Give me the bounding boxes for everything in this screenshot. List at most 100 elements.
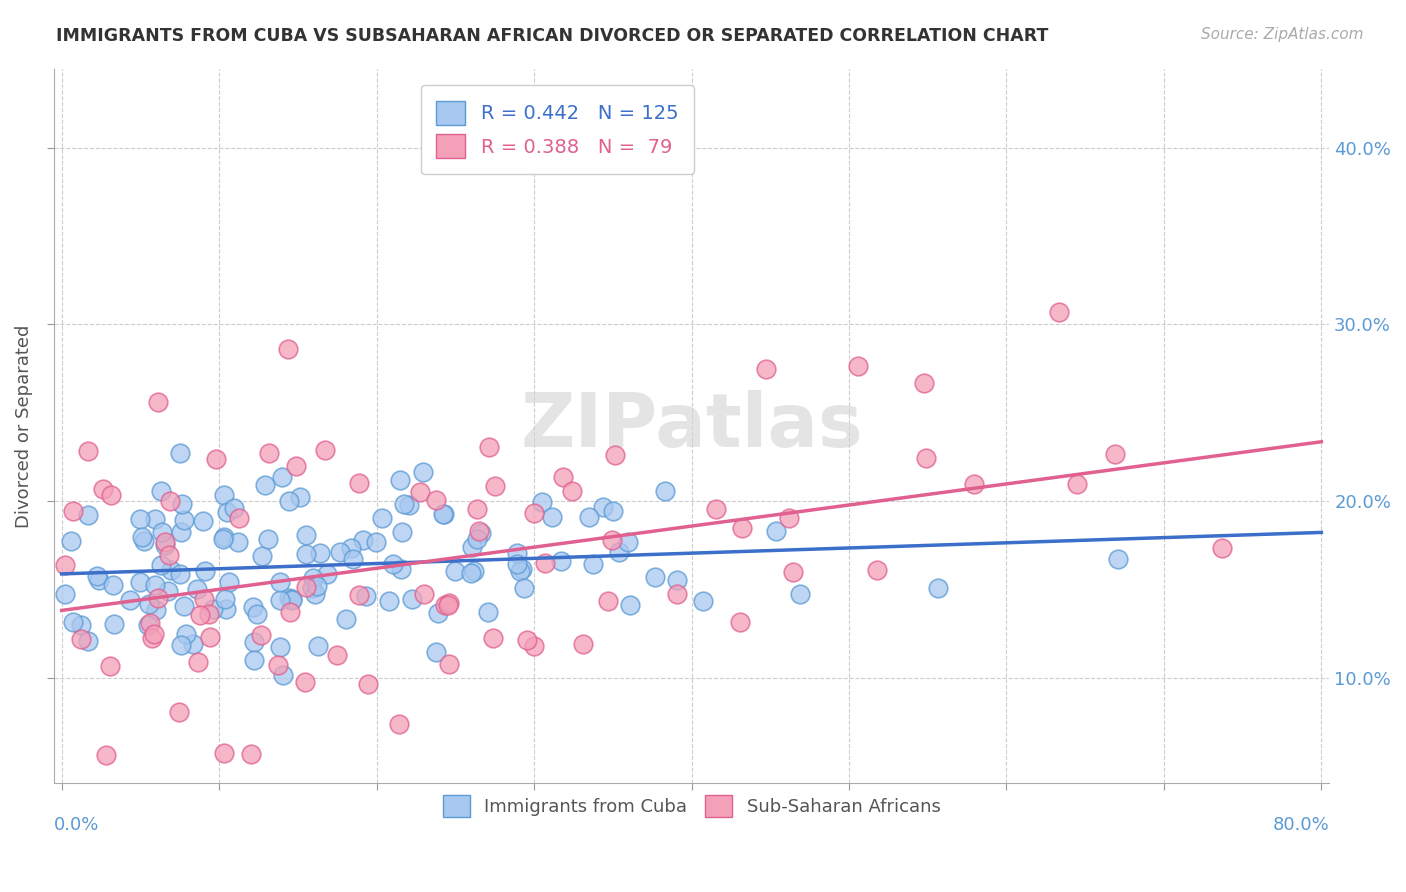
Point [202,602,225,616]
Point [304,587,326,601]
Point [103,617,125,632]
Point [388,717,411,731]
Point [789,587,811,601]
Point [101,577,124,591]
Point [540,510,562,524]
Point [765,524,787,538]
Point [146,395,169,409]
Point [482,632,505,646]
Point [305,579,328,593]
Point [349,588,371,602]
Point [963,476,986,491]
Point [204,451,226,466]
Point [730,615,752,629]
Point [391,524,413,539]
Text: 0.0%: 0.0% [53,815,100,834]
Point [516,632,538,647]
Point [267,657,290,672]
Point [505,546,527,560]
Point [1107,552,1129,566]
Point [288,490,311,504]
Point [1047,305,1070,319]
Point [120,593,142,607]
Point [692,593,714,607]
Point [600,533,623,547]
Point [470,525,492,540]
Point [731,521,754,535]
Point [342,552,364,566]
Point [70,632,93,647]
Point [143,627,166,641]
Point [377,593,399,607]
Point [173,513,195,527]
Point [62,504,84,518]
Point [160,562,183,576]
Point [159,493,181,508]
Point [70,618,93,632]
Point [314,443,336,458]
Point [76,634,98,648]
Point [592,500,614,514]
Point [194,564,217,578]
Point [215,601,238,615]
Point [214,591,236,606]
Point [398,498,420,512]
Point [141,631,163,645]
Point [389,562,412,576]
Point [619,598,641,612]
Point [191,515,214,529]
Point [157,548,180,562]
Point [467,524,489,538]
Point [277,591,299,606]
Point [169,566,191,581]
Point [461,540,484,554]
Point [269,574,291,589]
Point [174,627,197,641]
Point [100,659,122,673]
Point [212,532,235,546]
Point [243,653,266,667]
Point [335,612,357,626]
Point [444,564,467,578]
Point [150,483,173,498]
Point [239,747,262,761]
Point [307,639,329,653]
Point [269,640,291,654]
Point [603,449,626,463]
Point [136,618,159,632]
Legend: Immigrants from Cuba, Sub-Saharan Africans: Immigrants from Cuba, Sub-Saharan Africa… [436,788,948,824]
Point [254,477,277,491]
Point [505,558,527,572]
Point [617,534,640,549]
Point [269,592,291,607]
Point [607,545,630,559]
Point [145,578,167,592]
Point [257,446,280,460]
Point [352,533,374,548]
Point [198,630,221,644]
Point [392,497,415,511]
Point [778,511,800,525]
Point [285,459,308,474]
Point [94,748,117,763]
Point [582,558,605,572]
Point [339,541,361,555]
Point [1066,476,1088,491]
Point [1104,447,1126,461]
Point [212,746,235,760]
Point [271,470,294,484]
Point [246,607,269,622]
Point [427,606,450,620]
Point [228,511,250,525]
Point [278,494,301,508]
Point [249,628,271,642]
Point [173,599,195,614]
Point [277,343,299,357]
Point [572,637,595,651]
Point [433,507,456,521]
Point [243,635,266,649]
Point [295,547,318,561]
Point [523,506,546,520]
Point [155,534,177,549]
Point [53,587,76,601]
